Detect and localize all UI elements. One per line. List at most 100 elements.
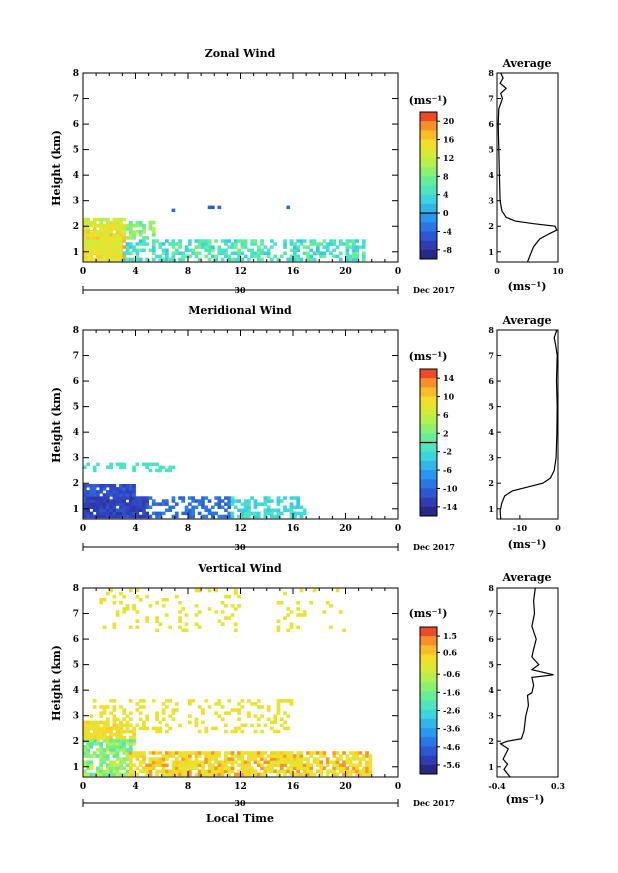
heatmap-cell <box>174 772 179 777</box>
heatmap-cell <box>83 508 87 512</box>
heatmap-cell <box>158 511 163 516</box>
heatmap-cell <box>194 613 199 617</box>
colorbar-band <box>420 433 437 443</box>
heatmap-cell <box>247 757 251 761</box>
heatmap-cell <box>109 245 113 249</box>
heatmap-cell <box>201 766 205 770</box>
heatmap-cell <box>161 717 166 721</box>
heatmap-cell <box>158 726 163 731</box>
heatmap-cell <box>181 257 186 262</box>
heatmap-cell <box>293 245 297 249</box>
heatmap-cell <box>135 508 140 512</box>
heatmap-cell <box>178 754 182 758</box>
x-tick-label: 8 <box>185 524 191 534</box>
heatmap-cell <box>89 490 94 494</box>
heatmap-cell <box>361 772 366 777</box>
heatmap-cell <box>112 236 117 240</box>
heatmap-cell <box>286 613 291 617</box>
heatmap-cell <box>142 223 146 228</box>
heatmap-cell <box>125 607 130 611</box>
heatmap-cell <box>106 227 110 231</box>
heatmap-cell <box>266 754 271 758</box>
heatmap-cell <box>289 257 294 262</box>
heatmap-cell <box>276 514 281 519</box>
heatmap-cell <box>109 588 113 593</box>
heatmap-cell <box>348 257 353 262</box>
heatmap-cell <box>128 766 133 770</box>
heatmap-cell <box>171 760 176 764</box>
heatmap-cell <box>122 607 127 611</box>
heatmap-cell <box>237 254 241 259</box>
heatmap-cell <box>188 769 192 774</box>
heatmap-cell <box>142 760 146 764</box>
heatmap-cell <box>83 239 87 243</box>
colorbar-band <box>420 479 437 489</box>
heatmap-cell <box>92 487 97 491</box>
heatmap-cell <box>188 757 192 761</box>
heatmap-cell <box>112 233 117 237</box>
heatmap-cell <box>174 757 179 761</box>
heatmap-cell <box>155 757 159 761</box>
heatmap-cell <box>168 754 172 758</box>
heatmap-cell <box>83 236 87 240</box>
heatmap-cell <box>217 505 222 509</box>
heatmap-cell <box>316 760 320 764</box>
heatmap-cell <box>273 514 277 519</box>
heatmap-cell <box>247 714 251 718</box>
heatmap-cell <box>204 769 209 774</box>
y-tick-label: 6 <box>73 635 79 645</box>
y-tick-label: 7 <box>73 610 79 620</box>
heatmap-cell <box>106 766 110 770</box>
colorbar-tick-label: 10 <box>443 392 455 402</box>
heatmap-cell <box>138 496 143 500</box>
heatmap-cell <box>92 735 97 740</box>
average-x-tick-label: 0.3 <box>551 781 565 791</box>
heatmap-cell <box>312 757 317 761</box>
heatmap-cell <box>96 726 100 731</box>
heatmap-cell <box>240 766 245 770</box>
heatmap-cell <box>115 729 120 734</box>
heatmap-cell <box>174 251 179 255</box>
average-x-tick-label: -10 <box>513 523 528 533</box>
heatmap-cell <box>86 738 90 743</box>
heatmap-cell <box>207 607 212 611</box>
heatmap-cell <box>256 705 261 709</box>
colorbar-band <box>420 139 437 150</box>
heatmap-cell <box>332 242 337 246</box>
heatmap-cell <box>132 754 136 758</box>
x-tick-label: 0 <box>395 267 401 277</box>
heatmap-cell <box>138 239 143 243</box>
heatmap-cell <box>181 254 186 259</box>
heatmap-cell <box>132 490 136 494</box>
heatmap-cell <box>207 760 212 764</box>
heatmap-cell <box>151 751 156 755</box>
heatmap-cell <box>224 248 228 252</box>
heatmap-cell <box>368 757 373 761</box>
heatmap-cell <box>112 769 117 774</box>
heatmap-cell <box>266 508 271 512</box>
heatmap-cell <box>115 738 120 743</box>
heatmap-cell <box>119 239 123 243</box>
heatmap-cell <box>214 772 218 777</box>
heatmap-cell <box>99 496 104 500</box>
heatmap-cell <box>325 601 330 605</box>
heatmap-cell <box>289 508 294 512</box>
heatmap-cell <box>283 720 287 725</box>
heatmap-cell <box>128 723 133 728</box>
heatmap-cell <box>158 760 163 764</box>
heatmap-cell <box>115 735 120 740</box>
heatmap-cell <box>109 233 113 237</box>
heatmap-cell <box>128 738 133 743</box>
heatmap-cell <box>227 766 232 770</box>
heatmap-cell <box>102 230 107 234</box>
heatmap-cell <box>178 601 182 605</box>
heatmap-cell <box>266 251 271 255</box>
heatmap-cell <box>286 751 291 755</box>
heatmap-cell <box>224 769 228 774</box>
heatmap-cell <box>266 499 271 503</box>
heatmap-cell <box>256 754 261 758</box>
heatmap-cell <box>89 742 94 746</box>
heatmap-cell <box>348 769 353 774</box>
heatmap-cell <box>306 251 310 255</box>
heatmap-cell <box>161 711 166 715</box>
